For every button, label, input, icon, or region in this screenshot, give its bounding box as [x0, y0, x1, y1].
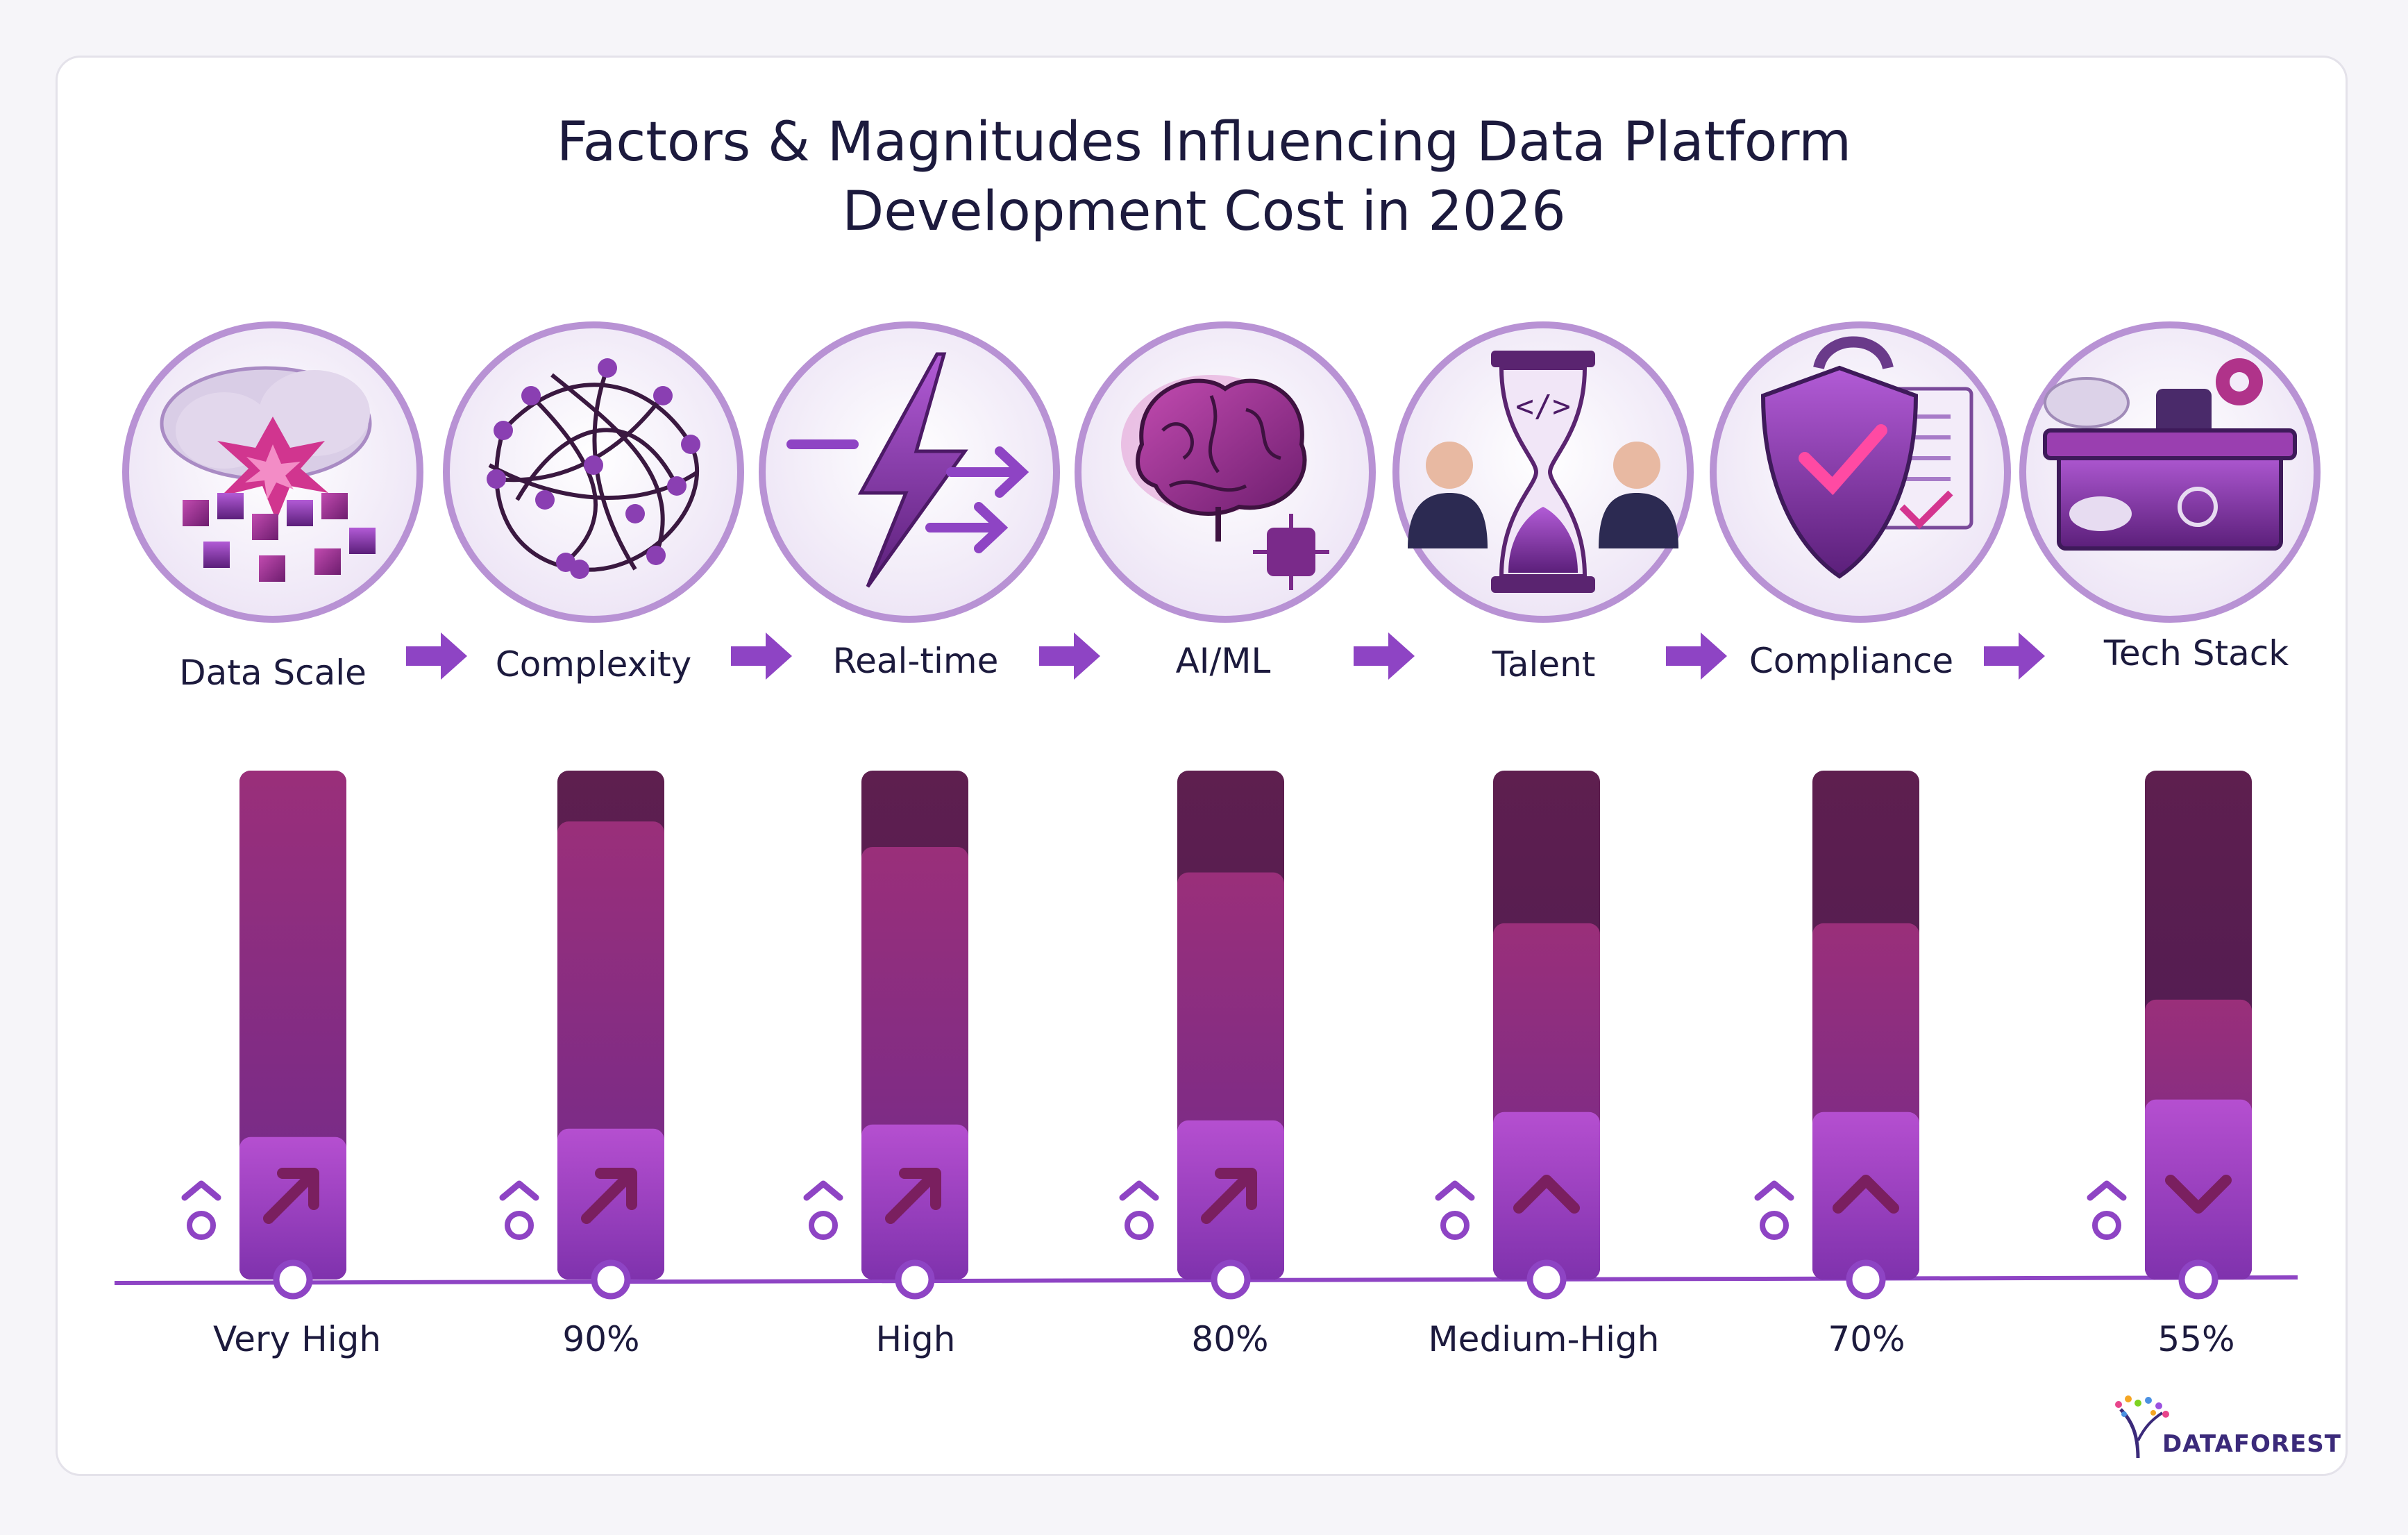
- baseline-node: [1846, 1259, 1886, 1300]
- baseline-node: [1211, 1259, 1251, 1300]
- factor-label-talent: Talent: [1492, 644, 1596, 685]
- chevron-up-icon: [1754, 1180, 1794, 1201]
- bar-highlight: [557, 1128, 664, 1280]
- chevron-up-icon: [1435, 1180, 1475, 1201]
- arrow-up-right-icon: [885, 1168, 941, 1224]
- right-arrow-icon: [731, 632, 792, 680]
- bar-highlight: [2145, 1099, 2252, 1280]
- value-label: High: [875, 1319, 956, 1359]
- value-label: 90%: [562, 1319, 640, 1359]
- svg-text:</>: </>: [1515, 389, 1570, 424]
- value-label: Very High: [212, 1319, 382, 1359]
- ring-marker-icon: [1125, 1211, 1154, 1240]
- arrow-up-right-icon: [581, 1168, 637, 1224]
- hourglass-people-icon: </>: [1392, 321, 1694, 623]
- chart-title-line-2: Development Cost in 2026: [842, 181, 1566, 243]
- logo-wordmark: DATAFOREST: [2162, 1430, 2341, 1458]
- chevron-up-icon: [181, 1180, 221, 1201]
- chart-title-line-1: Factors & Magnitudes Influencing Data Pl…: [556, 111, 1852, 174]
- factor-label-real-time: Real-time: [832, 641, 999, 681]
- lightning-bolt-icon: [759, 321, 1060, 623]
- right-arrow-icon: [1039, 632, 1100, 680]
- chevron-up-icon: [2087, 1180, 2127, 1201]
- baseline-node: [273, 1259, 313, 1300]
- factor-label-complexity: Complexity: [495, 644, 692, 685]
- chevron-up-icon: [803, 1180, 843, 1201]
- chevron-down-icon: [2165, 1175, 2232, 1214]
- right-arrow-icon: [1354, 632, 1415, 680]
- dataforest-logo: DATAFOREST: [2110, 1392, 2341, 1461]
- value-label: Medium-High: [1428, 1319, 1660, 1359]
- factor-label-compliance: Compliance: [1749, 641, 1954, 681]
- bar-highlight: [239, 1136, 346, 1280]
- tangled-network-icon: [443, 321, 744, 623]
- data-cloud-explosion-icon: [122, 321, 423, 623]
- ring-marker-icon: [1440, 1211, 1470, 1240]
- chevron-up-icon: [1119, 1180, 1159, 1201]
- shield-check-icon: [1710, 321, 2011, 623]
- baseline-node: [2178, 1259, 2218, 1300]
- ring-marker-icon: [505, 1211, 534, 1240]
- arrow-up-right-icon: [1201, 1168, 1257, 1224]
- ring-marker-icon: [1760, 1211, 1789, 1240]
- chevron-up-icon: [499, 1180, 539, 1201]
- bar-highlight: [861, 1124, 968, 1280]
- ring-marker-icon: [2092, 1211, 2121, 1240]
- factor-label-tech-stack: Tech Stack: [2103, 633, 2289, 673]
- baseline-node: [1526, 1259, 1567, 1300]
- chevron-up-icon: [1513, 1175, 1580, 1214]
- chevron-up-icon: [1833, 1175, 1899, 1214]
- factor-label-data-scale: Data Scale: [179, 653, 367, 693]
- bar-highlight: [1812, 1112, 1919, 1280]
- right-arrow-icon: [1984, 632, 2045, 680]
- baseline-node: [895, 1259, 935, 1300]
- value-label: 80%: [1191, 1319, 1269, 1359]
- ring-marker-icon: [187, 1211, 216, 1240]
- bar-highlight: [1493, 1112, 1600, 1280]
- factor-label-ai-ml: AI/ML: [1175, 641, 1271, 681]
- value-label: 70%: [1828, 1319, 1905, 1359]
- right-arrow-icon: [406, 632, 467, 680]
- arrow-up-right-icon: [263, 1168, 319, 1224]
- tree-logo-icon: [2115, 1395, 2169, 1459]
- chart-baseline: [114, 1275, 2298, 1285]
- baseline-node: [591, 1259, 631, 1300]
- brain-chip-icon: [1075, 321, 1376, 623]
- right-arrow-icon: [1666, 632, 1727, 680]
- toolbox-icon: [2019, 321, 2321, 623]
- value-label: 55%: [2157, 1319, 2235, 1359]
- ring-marker-icon: [809, 1211, 838, 1240]
